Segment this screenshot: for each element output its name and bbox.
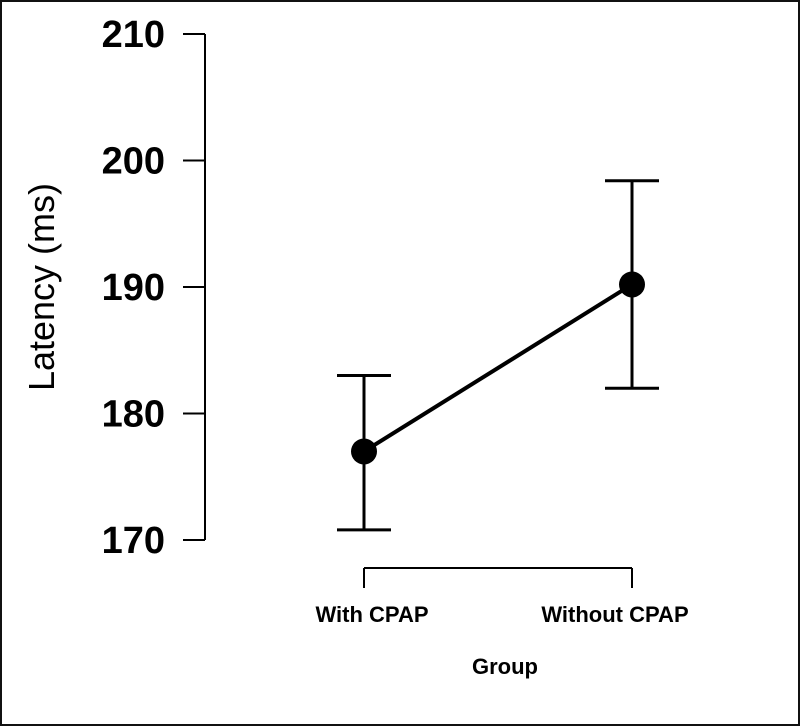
data-point [619,271,645,298]
y-tick-label: 210 [102,14,165,56]
y-tick-label: 170 [102,520,165,562]
y-axis-label: Latency (ms) [21,183,62,391]
plot-area [337,179,659,532]
x-tick-label: With CPAP [315,602,428,627]
x-axis: With CPAP Without CPAP [315,567,689,627]
y-tick-label: 200 [102,141,165,183]
x-tick-label: Without CPAP [541,602,688,627]
y-axis: 170 180 190 200 210 [102,14,206,562]
y-tick-label: 180 [102,394,165,436]
x-axis-label: Group [472,654,538,679]
series-line [362,282,634,454]
y-tick-label: 190 [102,267,165,309]
data-point [351,438,377,465]
